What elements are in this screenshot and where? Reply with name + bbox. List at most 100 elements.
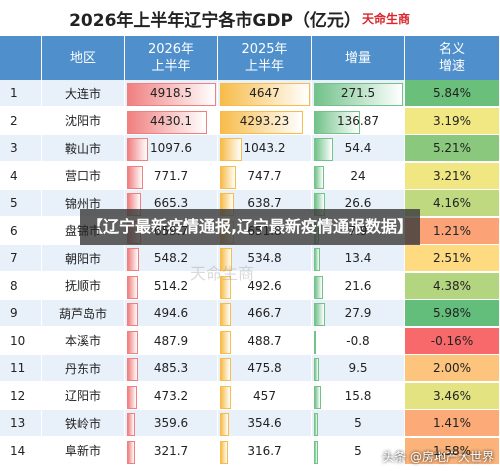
cell-text: 盘锦市 — [64, 224, 101, 238]
data-bar — [127, 248, 139, 271]
cell-text: 12 — [10, 388, 26, 403]
table-cell: 488.7 — [218, 327, 312, 355]
overlay-caption: 【辽宁最新疫情通报,辽宁最新疫情通报数据】 — [80, 209, 420, 245]
table-cell: 4.16% — [405, 190, 500, 217]
column-header — [0, 36, 42, 80]
table-cell: 沈阳市 — [42, 107, 125, 135]
cell-text: 5.21% — [432, 141, 472, 155]
data-bar — [314, 440, 318, 464]
cell-text: 3 — [10, 141, 18, 155]
data-bar — [220, 358, 231, 381]
cell-text: 457 — [253, 388, 276, 403]
cell-text: 271.5 — [340, 86, 376, 100]
brand: 天命生商 — [362, 12, 411, 26]
cell-text: 485.3 — [153, 361, 189, 375]
data-bar — [127, 385, 138, 409]
data-bar — [220, 138, 242, 161]
cell-text: -0.8 — [346, 333, 370, 348]
data-bar — [127, 358, 138, 381]
cell-text: 15.8 — [344, 388, 372, 403]
table-cell: 1097.6 — [125, 135, 218, 162]
table-cell: 13.4 — [312, 245, 405, 272]
cell-text: 本溪市 — [64, 334, 101, 348]
table-cell: 548.2 — [125, 245, 218, 272]
cell-text: 2.00% — [432, 361, 472, 375]
table-cell: 10 — [0, 327, 42, 355]
cell-text: 1043.2 — [243, 141, 286, 155]
table-cell: 485.3 — [125, 355, 218, 382]
table-cell: 54.4 — [312, 135, 405, 162]
table-cell: 466.7 — [218, 300, 312, 327]
table-cell: 1.41% — [405, 410, 500, 437]
cell-text: 548.2 — [153, 251, 189, 265]
data-bar — [220, 110, 304, 134]
cell-text: 5 — [354, 443, 362, 458]
watermark: 天命生商 — [190, 264, 255, 283]
table-cell: 359.6 — [125, 410, 218, 437]
cell-text: 朝阳市 — [64, 251, 101, 266]
cell-text: 659.7 — [153, 223, 189, 238]
table-cell: 5.84% — [405, 80, 500, 107]
cell-text: 7.9 — [348, 223, 368, 238]
table-cell: 13 — [0, 410, 42, 437]
cell-text: 514.2 — [153, 278, 189, 293]
cell-text: 沈阳市 — [64, 114, 101, 128]
cell-text: 8 — [10, 278, 18, 293]
table-cell: 11 — [0, 355, 42, 382]
data-bar — [127, 83, 216, 106]
table-cell: 抚顺市 — [42, 272, 125, 300]
data-bar — [220, 330, 232, 354]
table-cell: 457 — [218, 382, 312, 410]
cell-text: 21.6 — [344, 278, 372, 293]
cell-text: 2.51% — [432, 251, 472, 265]
table-cell: 21.6 — [312, 272, 405, 300]
cell-text: 354.6 — [247, 416, 282, 430]
table-cell: 4293.23 — [218, 107, 312, 135]
cell-text: 747.7 — [247, 168, 282, 183]
table-cell: 3.46% — [405, 382, 500, 410]
table-cell: 534.8 — [218, 245, 312, 272]
title: 2026年上半年辽宁各市GDP（亿元） — [69, 11, 361, 31]
cell-text: 487.9 — [153, 333, 189, 348]
cell-text: 316.7 — [247, 443, 282, 458]
table-cell: 2 — [0, 107, 42, 135]
table-cell: 大连市 — [42, 80, 125, 107]
data-bar — [220, 440, 228, 464]
data-bar — [127, 440, 135, 464]
table-cell: 1.58% — [405, 437, 500, 465]
cell-text: 抚顺市 — [64, 279, 101, 293]
cell-text: 54.4 — [344, 141, 372, 155]
cell-text: 1.58% — [432, 443, 472, 458]
cell-text: 5.84% — [432, 86, 472, 100]
table-cell: 3.21% — [405, 162, 500, 190]
cell-text: 321.7 — [153, 443, 189, 458]
cell-text: 6 — [10, 223, 18, 238]
table-cell: 辽阳市 — [42, 382, 125, 410]
table-cell: 5.21% — [405, 135, 500, 162]
cell-text: 4 — [10, 168, 18, 183]
table-cell: 鞍山市 — [42, 135, 125, 162]
table-cell: 27.9 — [312, 300, 405, 327]
table-cell: 1.21% — [405, 217, 500, 245]
cell-text: 665.3 — [153, 196, 189, 210]
table-cell: 本溪市 — [42, 327, 125, 355]
data-bar — [314, 303, 325, 326]
table-cell: 6 — [0, 217, 42, 245]
cell-text: 771.7 — [153, 168, 189, 183]
data-bar — [314, 248, 321, 271]
cell-text: 494.6 — [153, 306, 189, 320]
table-cell: 1043.2 — [218, 135, 312, 162]
table-cell: 葫芦岛市 — [42, 300, 125, 327]
cell-text: 1 — [10, 86, 18, 100]
cell-text: 359.6 — [153, 416, 189, 430]
data-bar — [314, 138, 334, 161]
data-bar — [127, 330, 138, 354]
cell-text: 475.8 — [247, 361, 282, 375]
cell-text: 1.41% — [432, 416, 472, 430]
table-cell: 747.7 — [218, 162, 312, 190]
cell-text: 473.2 — [153, 388, 189, 403]
table-cell: 5.98% — [405, 300, 500, 327]
cell-text: 4647 — [249, 86, 280, 100]
cell-text: 鞍山市 — [64, 141, 101, 156]
table-cell: 7 — [0, 245, 42, 272]
